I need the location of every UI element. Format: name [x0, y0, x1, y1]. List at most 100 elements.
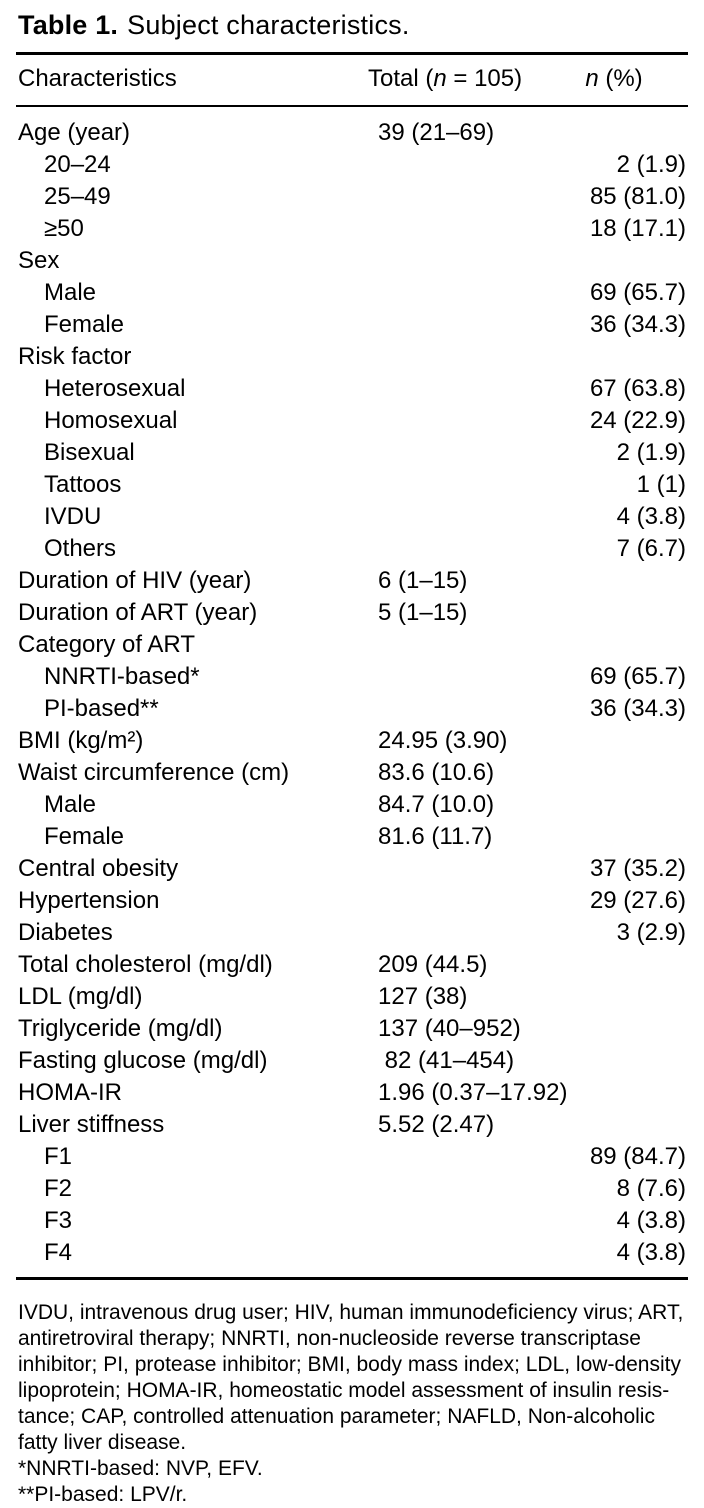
n-pct-value: 24 (22.9)	[589, 407, 686, 434]
n-pct-value: 29 (27.6)	[589, 887, 686, 914]
row-label: Triglyceride (mg/dl)	[18, 1015, 223, 1042]
table-row: 20–24 2 (1.9)	[16, 149, 688, 181]
table-row: Duration of HIV (year) 6 (1–15)	[16, 565, 688, 597]
total-value: 5.52 (2.47)	[378, 1111, 495, 1138]
total-value	[368, 277, 560, 309]
n-pct-value: 69 (65.7)	[589, 663, 686, 690]
n-pct-value	[560, 725, 688, 757]
row-label: F4	[44, 1239, 73, 1266]
row-label: Waist circumference (cm)	[18, 759, 290, 786]
total-value	[368, 853, 560, 885]
total-value: 83.6 (10.6)	[378, 759, 495, 786]
total-value	[368, 405, 560, 437]
table-row: HOMA-IR 1.96 (0.37–17.92)	[16, 1077, 688, 1109]
total-value: 81.6 (11.7)	[378, 823, 493, 850]
table-row: Hypertension 29 (27.6)	[16, 885, 688, 917]
total-value	[368, 917, 560, 949]
total-value	[368, 149, 560, 181]
header-row: Characteristics Total (n = 105) n (%)	[16, 53, 688, 107]
n-pct-value	[560, 1077, 688, 1109]
n-pct-value: 4 (3.8)	[616, 1239, 686, 1266]
n-pct-value	[560, 1045, 688, 1077]
row-label: Total cholesterol (mg/dl)	[18, 951, 273, 978]
total-value	[368, 1205, 560, 1237]
table-row: Sex	[16, 245, 688, 277]
col-header-n-pct-suffix: (%)	[598, 65, 643, 92]
row-label: Female	[44, 311, 125, 338]
footnote-line: *NNRTI-based: NVP, EFV.	[18, 1457, 263, 1480]
total-value	[368, 309, 560, 341]
col-header-n-pct-n: n	[585, 65, 599, 92]
col-header-total-n: n	[433, 65, 447, 92]
n-pct-value: 2 (1.9)	[616, 439, 686, 466]
row-label: Heterosexual	[44, 375, 186, 402]
table-row: Total cholesterol (mg/dl) 209 (44.5)	[16, 949, 688, 981]
row-label: Fasting glucose (mg/dl)	[18, 1047, 268, 1074]
n-pct-value	[560, 565, 688, 597]
row-label: Male	[44, 279, 97, 306]
row-label: 20–24	[44, 151, 111, 178]
table-row: Others 7 (6.7)	[16, 533, 688, 565]
row-label: 25–49	[44, 183, 111, 210]
table-row: Triglyceride (mg/dl) 137 (40–952)	[16, 1013, 688, 1045]
n-pct-value: 69 (65.7)	[589, 279, 686, 306]
n-pct-value	[560, 949, 688, 981]
table-row: NNRTI-based* 69 (65.7)	[16, 661, 688, 693]
total-value: 82 (41–454)	[378, 1047, 515, 1074]
table-row: Male 69 (65.7)	[16, 277, 688, 309]
row-label: F3	[44, 1207, 73, 1234]
row-label: IVDU	[44, 503, 102, 530]
total-value: 84.7 (10.0)	[378, 791, 495, 818]
table-row: Female 36 (34.3)	[16, 309, 688, 341]
total-value: 5 (1–15)	[378, 599, 468, 626]
row-label: PI-based**	[44, 695, 159, 722]
row-label: Male	[44, 791, 97, 818]
n-pct-value	[560, 341, 688, 373]
table-footnotes: IVDU, intravenous drug user; HIV, human …	[16, 1280, 688, 1508]
col-header-total: Total (n = 105)	[368, 53, 560, 107]
n-pct-value	[560, 789, 688, 821]
total-value	[368, 373, 560, 405]
table-body: Age (year) 39 (21–69) 20–24 2 (1.9) 25–49 85 …	[16, 106, 688, 1279]
total-value	[368, 1141, 560, 1173]
row-label: F1	[44, 1143, 73, 1170]
n-pct-value: 8 (7.6)	[616, 1175, 686, 1202]
col-header-total-suffix: = 105)	[446, 65, 523, 92]
row-label: Hypertension	[18, 887, 160, 914]
n-pct-value	[560, 757, 688, 789]
total-value	[368, 469, 560, 501]
table-row: F3 4 (3.8)	[16, 1205, 688, 1237]
table-row: PI-based** 36 (34.3)	[16, 693, 688, 725]
row-label: LDL (mg/dl)	[18, 983, 143, 1010]
footnote-line: IVDU, intravenous drug user; HIV, human …	[18, 1301, 684, 1324]
table-row: Duration of ART (year) 5 (1–15)	[16, 597, 688, 629]
row-label: Tattoos	[44, 471, 122, 498]
table-row: Category of ART	[16, 629, 688, 661]
table-row: Bisexual 2 (1.9)	[16, 437, 688, 469]
total-value	[368, 533, 560, 565]
table-row: BMI (kg/m²) 24.95 (3.90)	[16, 725, 688, 757]
table-row: F2 8 (7.6)	[16, 1173, 688, 1205]
row-label: F2	[44, 1175, 73, 1202]
table-row: Age (year) 39 (21–69)	[16, 106, 688, 149]
total-value	[368, 341, 560, 373]
row-label: Risk factor	[18, 343, 132, 370]
n-pct-value: 1 (1)	[636, 471, 686, 498]
table-title: Table 1. Subject characteristics.	[16, 8, 688, 42]
table-row: Liver stiffness 5.52 (2.47)	[16, 1109, 688, 1141]
n-pct-value: 7 (6.7)	[616, 535, 686, 562]
subject-characteristics-table: Characteristics Total (n = 105) n (%) Ag…	[16, 52, 688, 1280]
row-label: Diabetes	[18, 919, 113, 946]
total-value: 137 (40–952)	[378, 1015, 521, 1042]
n-pct-value	[560, 981, 688, 1013]
total-value	[368, 181, 560, 213]
n-pct-value: 2 (1.9)	[616, 151, 686, 178]
total-value	[368, 1173, 560, 1205]
row-label: Duration of ART (year)	[18, 599, 258, 626]
n-pct-value: 3 (2.9)	[616, 919, 686, 946]
table-row: Fasting glucose (mg/dl) 82 (41–454)	[16, 1045, 688, 1077]
table-row: Female 81.6 (11.7)	[16, 821, 688, 853]
row-label: Category of ART	[18, 631, 195, 658]
n-pct-value: 18 (17.1)	[589, 215, 686, 242]
